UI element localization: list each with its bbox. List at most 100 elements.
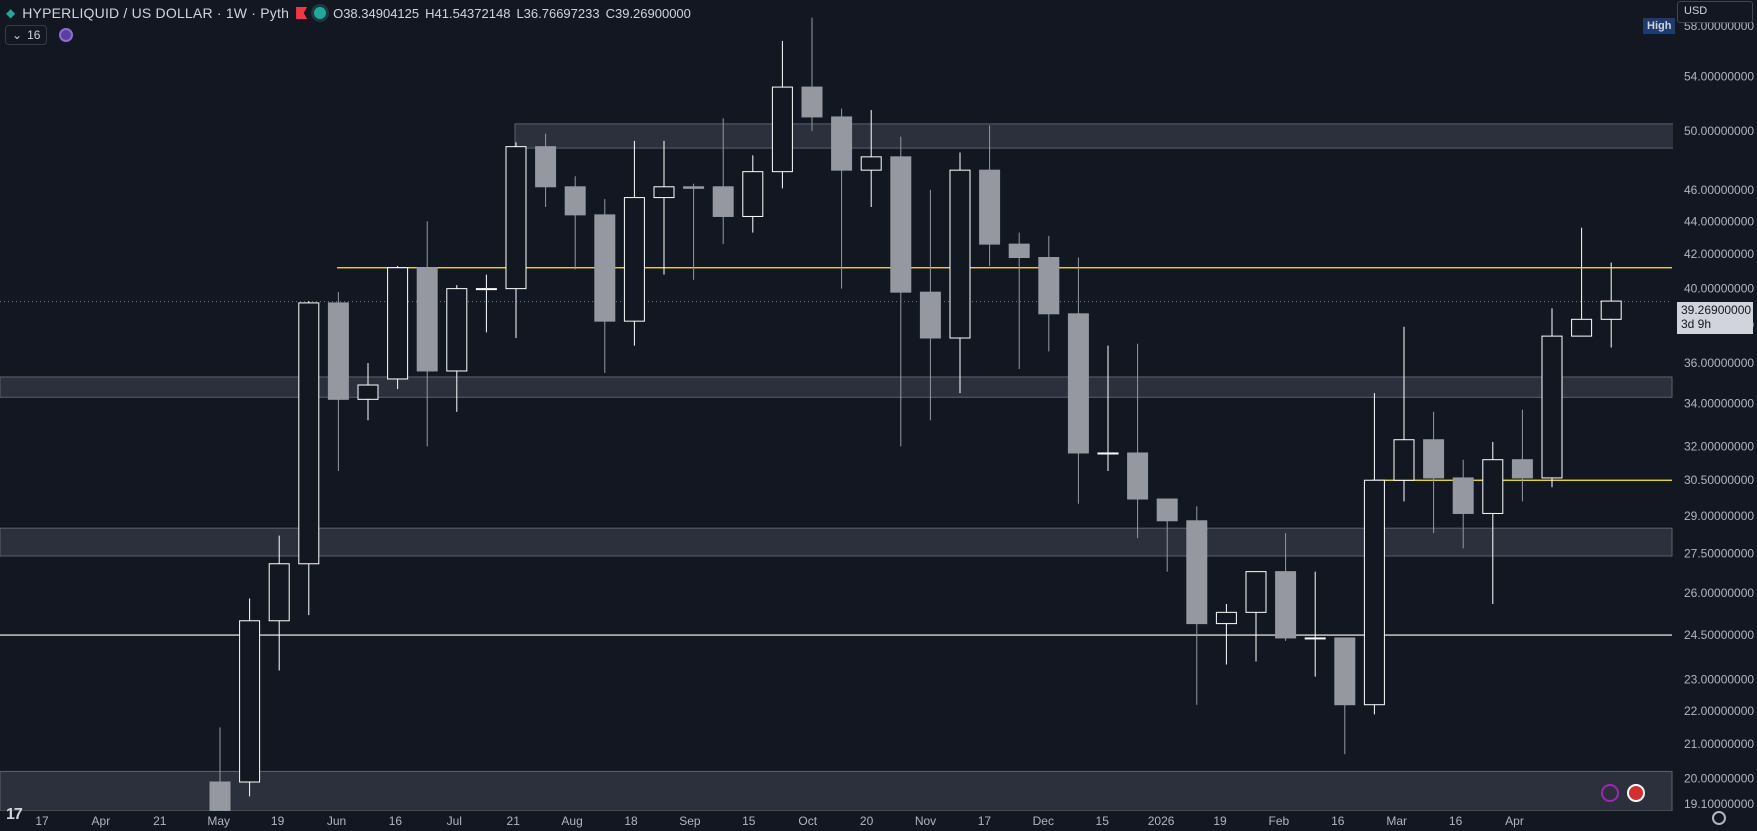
candle-body (1511, 459, 1533, 479)
price-tick-label: 24.50000000 (1684, 628, 1754, 642)
candle (653, 140, 675, 275)
zone-rect (514, 123, 1676, 149)
time-tick-label: Aug (561, 814, 582, 828)
time-axis-bg (0, 811, 1757, 831)
us-flag-icon[interactable] (1627, 784, 1645, 802)
candle (387, 266, 409, 390)
horizontal-lines-layer (0, 267, 1672, 636)
candle-body (327, 302, 349, 400)
candle (239, 598, 261, 797)
chevron-down-icon: ⌄ (12, 28, 23, 42)
price-tick-label: 19.10000000 (1684, 797, 1754, 811)
candle (357, 363, 379, 421)
candle-body (268, 563, 290, 622)
price-tick-label: 23.00000000 (1684, 673, 1754, 687)
candle (209, 727, 231, 812)
candle-body (831, 116, 853, 171)
candle-body (1067, 313, 1089, 454)
bolt-icon[interactable] (1601, 784, 1619, 802)
flag-icon[interactable] (296, 7, 308, 19)
time-tick-label: Dec (1033, 814, 1054, 828)
candle-body (1571, 318, 1593, 337)
candle (1097, 345, 1119, 472)
candle (594, 199, 616, 373)
candle-body (623, 197, 645, 322)
candle-body (1008, 243, 1030, 259)
candle-body (594, 214, 616, 322)
candle-body (1363, 479, 1385, 706)
candle-body (742, 171, 764, 217)
price-tick-label: 26.00000000 (1684, 586, 1754, 600)
candle-body (475, 288, 497, 291)
candle (623, 140, 645, 346)
market-status-icon[interactable] (314, 7, 327, 19)
time-tick-label: Sep (679, 814, 701, 828)
candle-body (1097, 452, 1119, 455)
candle-body (1393, 439, 1415, 481)
candle (416, 221, 438, 447)
open-label: O (333, 5, 344, 21)
candle-body (1127, 452, 1149, 500)
indicators-toggle-button[interactable]: ⌄ 16 (5, 25, 48, 45)
time-tick-label: 15 (1096, 814, 1110, 828)
candle-body (683, 186, 705, 189)
time-axis[interactable]: 17 Apr 21 May 19 Jun 16 Jul 21 Aug 18 Sep 15 Oct 20 Nov… (0, 811, 1757, 831)
symbol-header: ◆ HYPERLIQUID / US DOLLAR · 1W · Pyth O3… (6, 3, 691, 23)
price-tick-label: 46.00000000 (1684, 183, 1754, 197)
candle-body (1541, 335, 1563, 479)
price-tick-label: 36.00000000 (1684, 356, 1754, 370)
ohlc-values: O38.34904125 H41.54372148 L36.76697233 C… (333, 6, 691, 21)
candle (1511, 409, 1533, 502)
symbol-title[interactable]: HYPERLIQUID / US DOLLAR · 1W · Pyth (22, 5, 290, 21)
candle (268, 535, 290, 671)
candle-body (1423, 439, 1445, 479)
candle (475, 274, 497, 333)
candle (831, 108, 853, 289)
sync-icon[interactable] (59, 28, 74, 42)
candle (1156, 498, 1178, 572)
last-price-label: 39.26900000 3d 9h (1677, 302, 1753, 334)
low-label: L (516, 5, 524, 21)
price-tick-label: 27.50000000 (1684, 546, 1754, 560)
candle (1275, 533, 1297, 641)
time-tick-label: 16 (1331, 814, 1345, 828)
candle-body (653, 186, 675, 199)
currency-select[interactable]: USD (1677, 1, 1753, 23)
candle (771, 40, 793, 189)
candle-body (949, 169, 971, 339)
candle-body (1334, 637, 1356, 706)
candles-layer (209, 17, 1622, 812)
settings-icon[interactable] (1712, 811, 1726, 825)
candle-body (1452, 477, 1474, 514)
candle (446, 285, 468, 412)
high-label: H (425, 5, 435, 21)
last-price-value: 39.26900000 (1681, 303, 1752, 317)
candle (564, 176, 586, 270)
candle (1571, 227, 1593, 337)
zone-rect (0, 527, 1673, 557)
candle (1067, 257, 1089, 504)
pyth-logo-icon: ◆ (6, 6, 16, 20)
candle-body (979, 169, 1001, 245)
candle (535, 133, 557, 207)
tradingview-logo-icon[interactable]: 17 (6, 806, 23, 823)
close-value: 39.26900000 (614, 5, 691, 21)
candle-body (1482, 459, 1504, 514)
time-tick-label: Feb (1269, 814, 1290, 828)
candle-body (446, 288, 468, 372)
candle-body (209, 781, 231, 812)
candle-body (1156, 498, 1178, 522)
time-tick-label: Mar (1386, 814, 1407, 828)
bar-countdown: 3d 9h (1681, 317, 1712, 331)
price-tick-label: 32.00000000 (1684, 439, 1754, 453)
price-tick-label: 54.00000000 (1684, 70, 1754, 84)
price-axis[interactable]: 58.0000000054.0000000050.0000000046.0000… (1673, 0, 1757, 811)
candle (1363, 393, 1385, 715)
price-tick-label: 50.00000000 (1684, 124, 1754, 138)
candle (1245, 571, 1267, 662)
price-tick-label: 40.00000000 (1684, 282, 1754, 296)
time-tick-label: 19 (1213, 814, 1227, 828)
candle-body (387, 267, 409, 380)
zones-layer (0, 123, 1676, 812)
